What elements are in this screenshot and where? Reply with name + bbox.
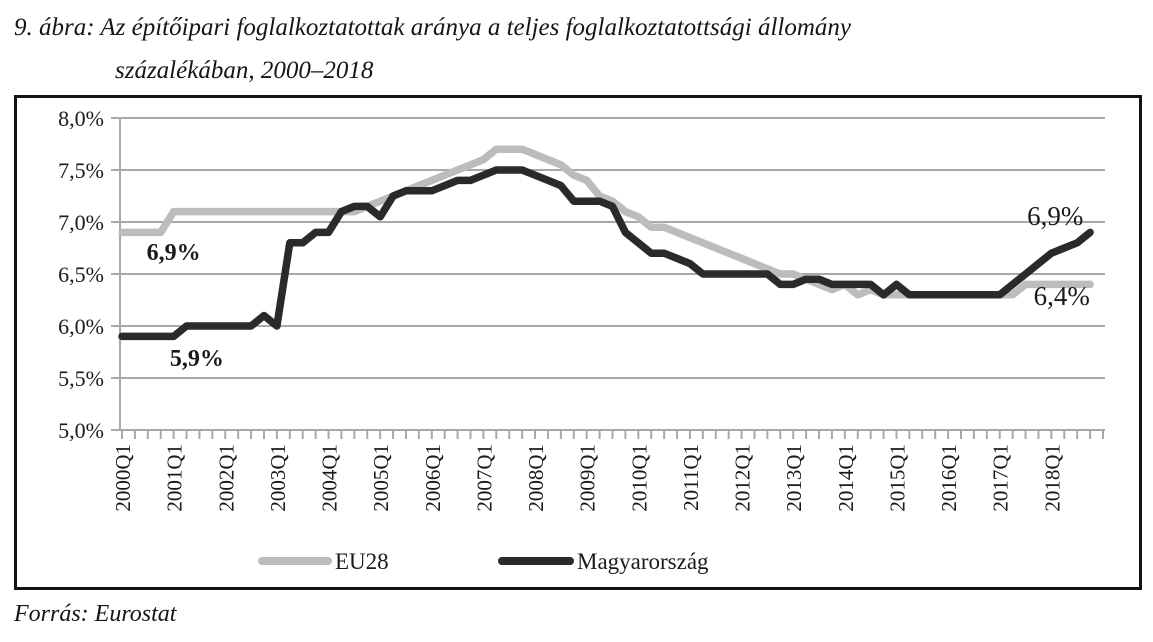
figure-title-line-1: 9. ábra: Az építőipari foglalkoztatottak… (14, 14, 851, 41)
y-tick-label: 8,0% (58, 106, 104, 131)
x-tick-label: 2003Q1 (266, 444, 290, 512)
annotation-label: 6,4% (1034, 281, 1090, 311)
y-tick-label: 6,5% (58, 262, 104, 287)
x-tick-label: 2000Q1 (111, 444, 135, 512)
annotation-label: 6,9% (1027, 201, 1083, 231)
figure-title-line-2: százalékában, 2000–2018 (115, 57, 374, 84)
y-tick-label: 6,0% (58, 314, 104, 339)
construction-employment-share-chart: 8,0% 7,5% 7,0% 6,5% 6,0% 5,5% 5,0% 2000Q1 2001Q1… (58, 106, 1105, 574)
x-tick-label: 2007Q1 (472, 444, 496, 512)
y-tick-label: 7,0% (58, 210, 104, 235)
legend-magyarorszag-label: Magyarország (577, 549, 709, 574)
x-tick-label: 2014Q1 (834, 444, 858, 512)
x-tick-label: 2004Q1 (318, 444, 342, 512)
x-tick-label: 2001Q1 (163, 444, 187, 512)
x-tick-label: 2017Q1 (989, 444, 1013, 512)
annotation-label: 5,9% (170, 346, 224, 372)
chart-frame: 8,0% 7,5% 7,0% 6,5% 6,0% 5,5% 5,0% 2000Q1 2001Q1… (14, 95, 1142, 590)
x-tick-label: 2018Q1 (1040, 444, 1064, 512)
y-tick-label: 5,0% (58, 418, 104, 443)
figure-title: 9. ábra: Az építőipari foglalkoztatottak… (14, 6, 1134, 92)
x-tick-label: 2012Q1 (731, 444, 755, 512)
y-tick-label: 5,5% (58, 366, 104, 391)
annotation-label: 6,9% (147, 240, 201, 266)
x-tick-label: 2009Q1 (576, 444, 600, 512)
x-tick-label: 2006Q1 (421, 444, 445, 512)
magyarorszag-line (118, 166, 1094, 341)
x-tick-label: 2010Q1 (627, 444, 651, 512)
x-tick-label: 2016Q1 (937, 444, 961, 512)
x-tick-label: 2002Q1 (214, 444, 238, 512)
x-tick-label: 2008Q1 (524, 444, 548, 512)
x-tick-label: 2015Q1 (885, 444, 909, 512)
x-tick-label: 2011Q1 (679, 444, 703, 511)
x-tick-label: 2005Q1 (369, 444, 393, 512)
source-note: Forrás: Eurostat (14, 601, 177, 627)
x-tick-label: 2013Q1 (782, 444, 806, 512)
legend-eu28-label: EU28 (335, 549, 389, 574)
y-tick-label: 7,5% (58, 158, 104, 183)
